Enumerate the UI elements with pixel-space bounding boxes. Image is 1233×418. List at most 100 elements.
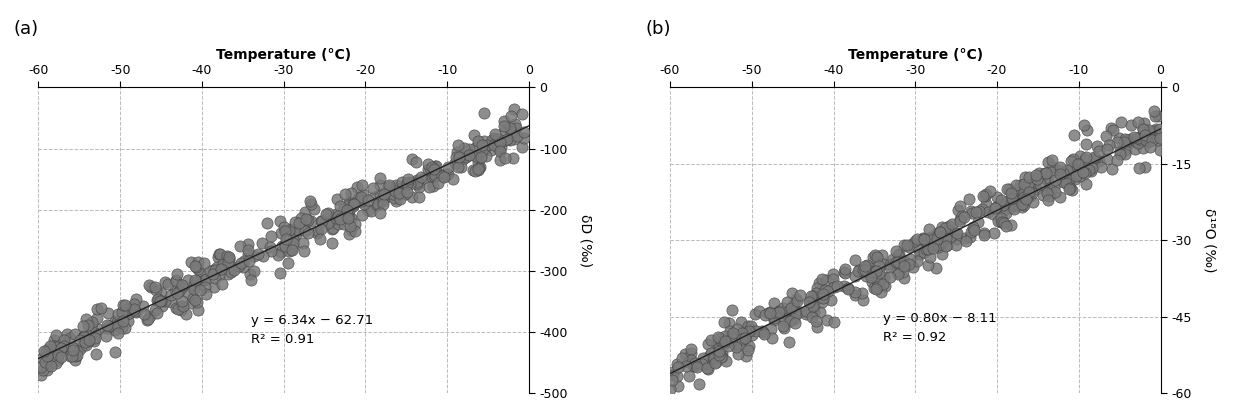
Point — [991, 197, 1011, 204]
Point — [504, 136, 524, 143]
Point — [284, 236, 303, 242]
Point — [1116, 137, 1136, 143]
Point — [1037, 189, 1057, 196]
Point — [889, 260, 909, 267]
Point — [693, 354, 713, 361]
Point — [769, 308, 789, 315]
Point — [1071, 165, 1091, 172]
Point — [425, 163, 445, 169]
Point — [307, 229, 327, 236]
Point — [1012, 201, 1032, 208]
Point — [337, 206, 356, 213]
Point — [927, 233, 947, 240]
Point — [879, 263, 899, 270]
Point — [191, 270, 211, 277]
Point — [469, 158, 488, 165]
Point — [709, 348, 729, 354]
Point — [253, 240, 272, 246]
Point — [940, 233, 959, 240]
Point — [291, 214, 311, 221]
Point — [660, 386, 679, 393]
Point — [446, 153, 466, 160]
Point — [497, 137, 517, 144]
Point — [234, 257, 254, 264]
Point — [117, 310, 137, 317]
Point — [464, 132, 483, 138]
Point — [48, 352, 68, 358]
Point — [1133, 125, 1153, 132]
Point — [78, 339, 97, 345]
Point — [372, 200, 392, 207]
Point — [870, 288, 890, 295]
Point — [974, 232, 994, 239]
Point — [470, 164, 490, 171]
Point — [39, 343, 59, 350]
Point — [804, 303, 824, 310]
Point — [784, 316, 804, 322]
Point — [374, 190, 393, 197]
Point — [1023, 198, 1043, 205]
Point — [862, 271, 882, 278]
Point — [742, 332, 762, 339]
Point — [709, 352, 729, 358]
Point — [854, 268, 874, 274]
Point — [863, 253, 883, 260]
Point — [822, 270, 842, 277]
Point — [450, 153, 470, 160]
Point — [1067, 167, 1086, 173]
Point — [37, 367, 57, 373]
Point — [181, 259, 201, 265]
Point — [501, 137, 520, 144]
Point — [1121, 139, 1141, 145]
Point — [954, 235, 974, 242]
Point — [797, 308, 816, 315]
Point — [1053, 169, 1073, 176]
Point — [1046, 188, 1065, 195]
Point — [162, 291, 181, 298]
Point — [1038, 187, 1058, 194]
Point — [1116, 135, 1136, 142]
Point — [880, 260, 900, 267]
Point — [868, 279, 888, 285]
Point — [295, 227, 314, 234]
Point — [899, 260, 919, 267]
Point — [1011, 197, 1031, 204]
Point — [689, 380, 709, 387]
Point — [105, 318, 125, 325]
Point — [51, 341, 70, 348]
Point — [915, 249, 935, 256]
Point — [719, 343, 739, 350]
Y-axis label: δ¹⁸O (‰): δ¹⁸O (‰) — [1202, 208, 1216, 273]
Point — [973, 205, 993, 212]
Point — [776, 306, 795, 313]
Point — [996, 209, 1016, 216]
Point — [804, 292, 824, 299]
Text: (b): (b) — [646, 20, 671, 38]
Point — [73, 333, 92, 340]
Point — [1129, 134, 1149, 140]
Point — [1120, 136, 1139, 143]
Point — [120, 304, 139, 311]
Point — [921, 237, 941, 244]
Point — [469, 138, 488, 145]
Point — [302, 201, 322, 207]
Point — [668, 383, 688, 390]
Point — [185, 282, 205, 288]
Point — [282, 246, 302, 253]
Point — [75, 334, 95, 341]
Point — [277, 259, 297, 266]
Point — [348, 194, 367, 201]
Point — [814, 291, 834, 298]
Point — [275, 224, 295, 230]
Point — [85, 330, 105, 336]
Point — [1062, 164, 1081, 171]
Point — [170, 306, 190, 313]
Point — [789, 309, 809, 316]
Point — [1076, 127, 1096, 134]
Point — [806, 318, 826, 324]
Point — [1041, 187, 1060, 194]
Point — [995, 207, 1015, 214]
Point — [962, 229, 981, 235]
Point — [1139, 129, 1159, 136]
Point — [1065, 173, 1085, 179]
